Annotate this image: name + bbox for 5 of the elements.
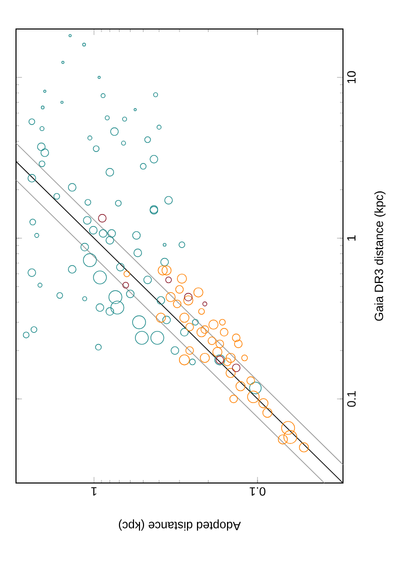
y-axis-title: Gaia DR3 distance (kpc) [374,191,386,321]
y-tick-label: 0.1 [347,391,356,407]
y-tick-label: 10 [347,71,356,84]
y-tick-label: 1 [347,235,356,241]
x-axis-title: Adopted distance (kpc) [118,519,241,531]
